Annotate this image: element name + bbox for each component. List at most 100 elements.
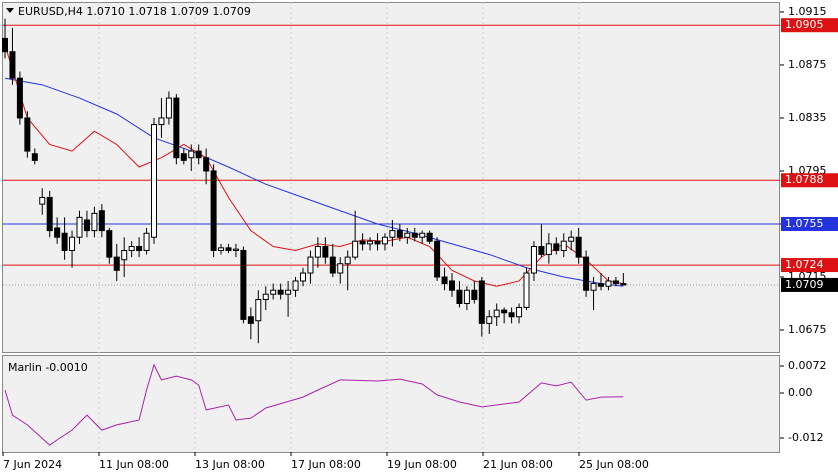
chart-title: EURUSD,H4 1.0710 1.0718 1.0709 1.0709 <box>18 5 251 18</box>
candle-body <box>76 216 83 238</box>
ind-y-tick-label: 0.0072 <box>788 359 827 372</box>
candle-body <box>54 227 61 238</box>
candle-body <box>173 97 180 159</box>
candle-body <box>16 77 23 119</box>
candle-body <box>352 240 359 258</box>
candle-body <box>91 212 98 232</box>
candle-body <box>508 312 515 318</box>
candle-body <box>367 240 374 245</box>
candle-body <box>404 232 411 238</box>
candle-body <box>463 289 470 304</box>
indicator-panel <box>2 355 780 453</box>
candle-body <box>39 196 46 205</box>
candle-body <box>359 240 366 245</box>
candle-body <box>165 97 172 119</box>
candle-body <box>83 219 90 232</box>
candle-body <box>180 153 187 161</box>
candle-body <box>605 280 612 287</box>
candle-body <box>523 272 530 308</box>
level-label: 1.0724 <box>785 258 824 271</box>
x-tick-label: 21 Jun 08:00 <box>483 458 553 471</box>
candle-body <box>218 247 225 251</box>
ind-y-tick-label: -0.012 <box>788 431 823 444</box>
x-tick-label: 13 Jun 08:00 <box>195 458 265 471</box>
y-tick-label: 1.0835 <box>788 111 827 124</box>
candle-body <box>553 243 560 251</box>
candle-body <box>396 230 403 238</box>
candle-body <box>426 232 433 242</box>
candle-body <box>456 289 463 304</box>
candle-body <box>575 236 582 258</box>
candle-body <box>620 283 627 286</box>
candle-body <box>322 246 329 258</box>
main-panel <box>2 2 780 353</box>
candle-body <box>262 293 269 301</box>
marks <box>2 18 627 446</box>
candle-body <box>381 236 388 245</box>
ind-y-tick-label: 0.00 <box>788 386 813 399</box>
candle-body <box>277 289 284 295</box>
candle-body <box>232 248 239 251</box>
candle-body <box>471 289 478 301</box>
last-price-box <box>781 277 838 292</box>
level-label-box <box>781 216 838 231</box>
candle-body <box>292 280 299 291</box>
candle-body <box>337 263 344 274</box>
candle-body <box>121 249 128 261</box>
candle-body <box>31 153 38 161</box>
candle-body <box>46 196 53 232</box>
candle-body <box>560 240 567 251</box>
candle-body <box>329 256 336 274</box>
candle-body <box>434 240 441 278</box>
candle-body <box>151 124 157 238</box>
candle-body <box>441 276 448 285</box>
candle-body <box>314 246 321 258</box>
candle-body <box>69 236 76 251</box>
candle-body <box>530 246 537 274</box>
level-label: 1.0788 <box>785 173 824 186</box>
candle-body <box>61 232 68 251</box>
candle-body <box>203 157 210 172</box>
candle-body <box>158 117 165 126</box>
x-tick-label: 19 Jun 08:00 <box>387 458 457 471</box>
candle-body <box>247 316 254 324</box>
candle-body <box>590 283 597 291</box>
candle-body <box>516 306 523 318</box>
y-tick-label: 1.0915 <box>788 5 827 18</box>
candle-body <box>106 230 113 258</box>
candle-body <box>486 316 493 324</box>
x-tick-label: 11 Jun 08:00 <box>99 458 169 471</box>
candle-body <box>24 117 31 152</box>
candle-body <box>9 51 16 79</box>
candle-body <box>449 280 455 291</box>
candle-body <box>136 246 143 251</box>
candle-body <box>478 280 485 324</box>
candle-body <box>612 280 619 285</box>
level-label-box <box>781 173 838 188</box>
candle-body <box>501 309 508 314</box>
level-label-box <box>781 258 838 273</box>
candle-body <box>307 256 314 274</box>
x-tick-label: 7 Jun 2024 <box>3 458 62 471</box>
candle-body <box>210 170 217 251</box>
candle-body <box>568 236 575 242</box>
candle-body <box>538 246 545 255</box>
menu-arrow[interactable] <box>6 8 14 13</box>
level-label-box <box>781 18 838 33</box>
candle-body <box>128 246 135 251</box>
candle-body <box>113 256 120 271</box>
y-tick-label: 1.0675 <box>788 323 827 336</box>
level-label: 1.0755 <box>785 217 824 230</box>
grid <box>3 2 780 452</box>
indicator-line <box>4 363 624 446</box>
candle-body <box>374 240 381 245</box>
candle-body <box>598 283 604 287</box>
candle-body <box>98 210 105 232</box>
candle-body <box>255 299 262 322</box>
candle-body <box>389 230 396 238</box>
candle-body <box>493 309 500 318</box>
candle-body <box>225 247 232 251</box>
candle-body <box>545 243 552 255</box>
candle-body <box>583 256 590 291</box>
